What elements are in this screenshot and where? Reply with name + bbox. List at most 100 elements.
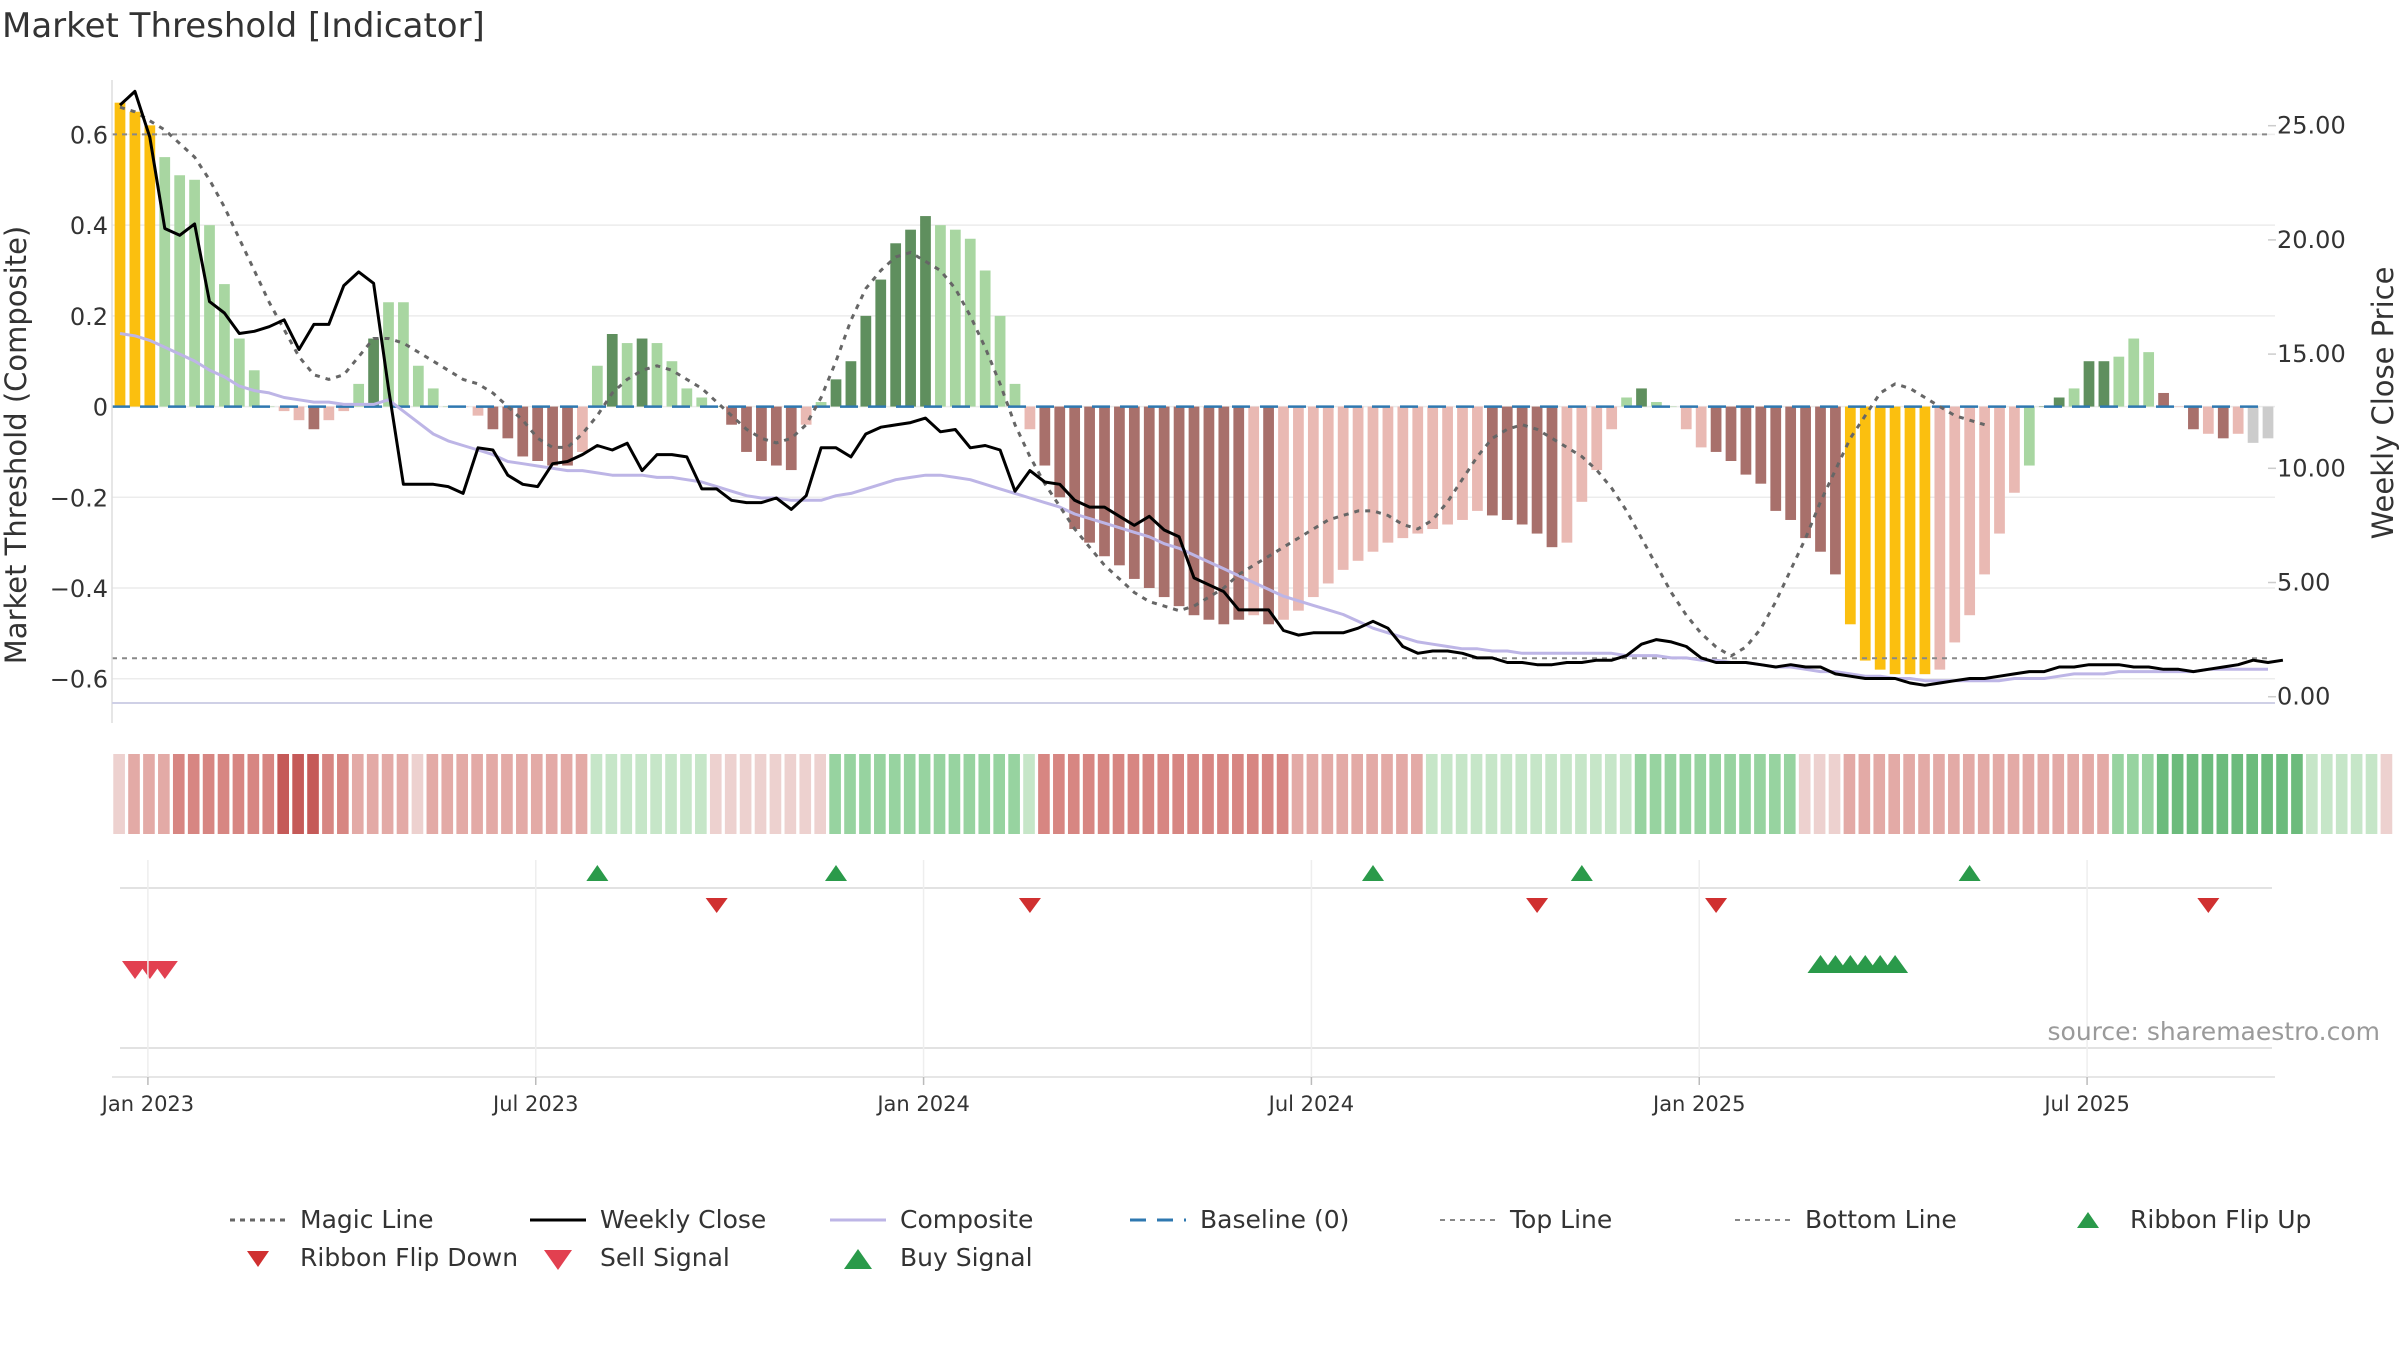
- composite-bar: [472, 406, 484, 416]
- y-tick-label: 0: [93, 394, 108, 422]
- composite-bar: [1606, 406, 1618, 430]
- ribbon-cell: [1858, 754, 1871, 834]
- composite-bar: [2053, 397, 2065, 407]
- composite-bar: [1710, 406, 1722, 452]
- composite-bar: [353, 383, 365, 407]
- composite-bar: [1128, 406, 1140, 579]
- composite-bar: [577, 406, 588, 452]
- composite-bar: [1859, 406, 1871, 661]
- x-tick-label: Jul 2024: [1267, 1092, 1354, 1116]
- ribbon-cell: [2112, 754, 2124, 834]
- y2-tick-label: 0.00: [2277, 683, 2330, 711]
- composite-bar: [338, 406, 350, 412]
- ribbon-cell: [724, 754, 737, 834]
- ribbon-cell: [486, 754, 498, 834]
- composite-bar: [1576, 406, 1588, 502]
- composite-bars: [114, 102, 2274, 675]
- legend-label: Bottom Line: [1805, 1205, 1957, 1234]
- ribbon-cell: [1172, 754, 1185, 834]
- composite-bar: [2158, 392, 2169, 407]
- ribbon-cell: [2052, 754, 2065, 834]
- ribbon-cell: [1769, 754, 1781, 834]
- composite-bar: [532, 406, 544, 461]
- ribbon-strip: [113, 754, 2393, 834]
- ribbon-cell: [978, 754, 991, 834]
- ribbon-cell: [769, 754, 782, 834]
- ribbon-cell: [1933, 754, 1945, 834]
- ribbon-cell: [1038, 754, 1050, 834]
- ribbon-cell: [963, 754, 976, 834]
- y2-axis-title: Weekly Close Price: [2366, 267, 2400, 540]
- ribbon-flip-down-marker: [1526, 898, 1549, 913]
- source-credit: source: sharemaestro.com: [2048, 1017, 2381, 1046]
- ribbon-flip-down-marker: [1705, 898, 1728, 913]
- composite-bar: [562, 406, 573, 466]
- ribbon-cell: [2291, 754, 2303, 834]
- ribbon-cell: [2082, 754, 2094, 834]
- ribbon-cell: [709, 754, 722, 834]
- ribbon-cell: [2022, 754, 2035, 834]
- composite-bar: [920, 216, 931, 407]
- composite-bar: [1173, 406, 1185, 607]
- ribbon-cell: [1470, 754, 1483, 834]
- composite-bar: [219, 284, 230, 407]
- composite-bar: [875, 279, 887, 407]
- composite-bar: [1486, 406, 1498, 516]
- ribbon-cell: [1485, 754, 1498, 834]
- composite-bar: [1904, 406, 1916, 675]
- legend-label: Weekly Close: [600, 1205, 767, 1234]
- composite-bar: [1218, 406, 1230, 625]
- legend-item-bottom-line: Bottom Line: [1735, 1205, 1957, 1234]
- ribbon-cell: [545, 754, 558, 834]
- ribbon-cell: [113, 754, 125, 834]
- ribbon-cell: [1918, 754, 1930, 834]
- ribbon-cell: [2201, 754, 2214, 834]
- reference-lines: [112, 133, 2268, 660]
- composite-bar: [2113, 356, 2125, 407]
- composite-bar: [1680, 406, 1692, 430]
- composite-bar: [1442, 406, 1453, 525]
- composite-bar: [1979, 406, 1990, 575]
- composite-bar: [1546, 406, 1558, 548]
- legend-label: Composite: [900, 1205, 1034, 1234]
- composite-bar: [248, 370, 260, 407]
- ribbon-cell: [187, 754, 200, 834]
- composite-bar: [1636, 388, 1647, 407]
- composite-bar: [1024, 406, 1036, 430]
- composite-bar: [1934, 406, 1946, 670]
- composite-bar: [651, 343, 663, 407]
- ribbon-cell: [1008, 754, 1020, 834]
- chart-canvas: 0.6 0.4 0.2 0 −0.2 −0.4 −0.6 25.00 20.00 15.00 10.…: [0, 80, 2400, 1116]
- ribbon-cell: [2007, 754, 2020, 834]
- ribbon-cell: [1903, 754, 1915, 834]
- ribbon-cell: [1500, 754, 1513, 834]
- composite-bar: [233, 338, 245, 407]
- ribbon-cell: [1798, 754, 1811, 834]
- legend-symbol: [247, 1250, 269, 1267]
- composite-bar: [935, 225, 946, 407]
- ribbon-cell: [1157, 754, 1170, 834]
- ribbon-cell: [292, 754, 304, 834]
- composite-bar: [979, 270, 991, 407]
- composite-bar: [1874, 406, 1886, 670]
- composite-bar: [1844, 406, 1856, 625]
- ribbon-cell: [1962, 754, 1975, 834]
- ribbon-cell: [754, 754, 767, 834]
- y2-tick-label: 20.00: [2277, 226, 2346, 254]
- composite-bar: [681, 388, 693, 407]
- ribbon-cell: [799, 754, 812, 834]
- legend-symbol: [230, 1218, 286, 1221]
- composite-bar: [1337, 406, 1349, 570]
- composite-bar: [994, 315, 1006, 407]
- composite-bar: [800, 406, 812, 425]
- y-tick-label: −0.2: [50, 484, 108, 512]
- ribbon-cell: [2097, 754, 2109, 834]
- ribbon-cell: [2335, 754, 2348, 834]
- composite-bar: [2009, 406, 2020, 493]
- composite-bar: [2083, 361, 2095, 407]
- axes: 0.6 0.4 0.2 0 −0.2 −0.4 −0.6 25.00 20.00 15.00 10.…: [50, 80, 2346, 723]
- ribbon-cell: [1664, 754, 1677, 834]
- legend-item-weekly-close: Weekly Close: [530, 1205, 766, 1234]
- ribbon-cell: [1679, 754, 1692, 834]
- composite-bar: [1382, 406, 1394, 543]
